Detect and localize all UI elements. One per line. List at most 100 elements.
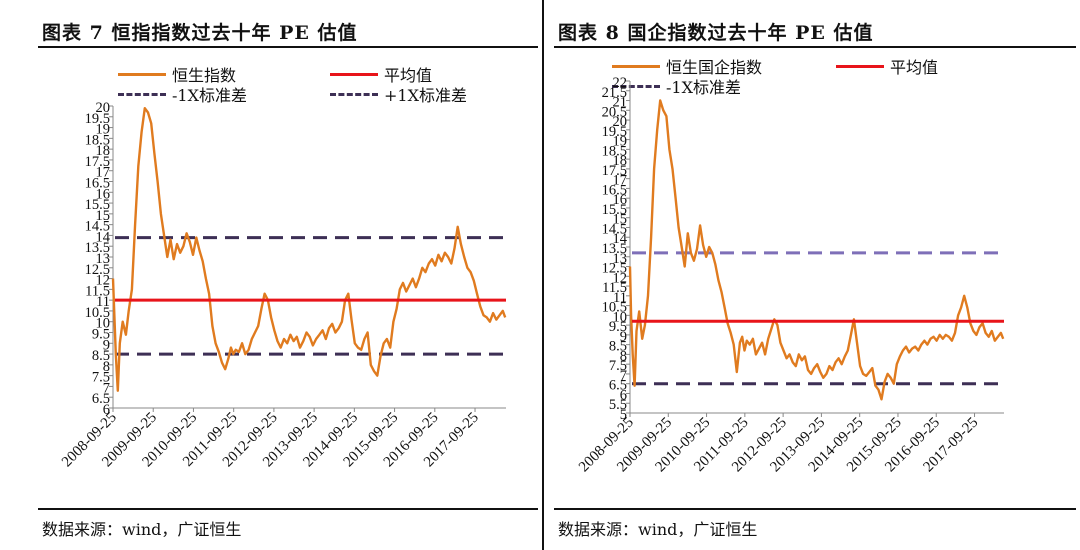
legend-label: +1X标准差: [384, 86, 467, 105]
y-tick-label: 8.5: [609, 339, 627, 355]
legend-label: -1X标准差: [172, 86, 247, 105]
pe-chart-hscei: 55.566.577.588.599.51010.51111.51212.513…: [576, 75, 1005, 475]
y-tick-label: 13.5: [85, 240, 110, 256]
y-tick-label: 6.5: [609, 378, 627, 394]
y-tick-label: 14: [613, 231, 628, 247]
legend-item-series: 恒生指数: [118, 62, 236, 86]
y-tick-label: 18.5: [602, 143, 627, 159]
y-tick-label: 12: [613, 270, 628, 286]
y-tick-label: 10: [613, 309, 628, 325]
y-tick-label: 17.5: [85, 154, 110, 170]
legend-swatch-dashed: [330, 92, 378, 96]
y-tick-label: 13: [96, 251, 111, 267]
legend-label: 恒生指数: [172, 66, 237, 85]
y-tick-label: 17: [96, 165, 111, 181]
pe-chart-hsi: 66.577.588.599.51010.51111.51212.51313.5…: [59, 100, 507, 470]
legend-item-series: 恒生国企指数: [612, 54, 762, 78]
legend-item-plus-sd: +1X标准差: [330, 82, 467, 106]
y-tick-label: 15: [613, 212, 628, 228]
y-tick-label: 18: [613, 153, 628, 169]
y-tick-label: 9: [620, 329, 627, 345]
y-tick-label: 18: [96, 143, 111, 159]
y-tick-label: 16.5: [602, 182, 627, 198]
title-rule: [554, 46, 1076, 48]
y-tick-label: 13: [613, 251, 628, 267]
y-tick-label: 14: [96, 229, 111, 245]
y-tick-label: 8: [620, 348, 627, 364]
chart-panel-left: 图表 7 恒指指数过去十年 PE 估值 恒生指数 平均值 -1X标准差 +1X标…: [38, 22, 538, 539]
y-tick-label: 6: [620, 387, 627, 403]
y-tick-label: 11.5: [602, 280, 627, 296]
y-tick-label: 12: [96, 273, 111, 289]
y-tick-label: 16: [96, 186, 111, 202]
source-note: 数据来源：wind，广证恒生: [558, 520, 758, 539]
pe-series-line: [111, 106, 507, 392]
title-rule: [38, 46, 538, 48]
y-tick-label: 10.5: [602, 300, 627, 316]
legend-swatch-orange: [612, 64, 660, 68]
y-tick-label: 15.5: [85, 197, 110, 213]
legend-swatch-orange: [118, 72, 166, 76]
y-tick-label: 9.5: [609, 319, 627, 335]
y-tick-label: 9: [103, 337, 110, 353]
source-rule: [554, 508, 1076, 510]
y-tick-label: 8.5: [92, 348, 110, 364]
y-tick-label: 12.5: [602, 261, 627, 277]
y-tick-label: 7: [103, 380, 110, 396]
y-tick-label: 5.5: [609, 397, 627, 413]
y-tick-label: 8: [103, 359, 110, 375]
y-tick-label: 11: [96, 294, 110, 310]
y-tick-label: 20: [613, 114, 628, 130]
y-tick-label: 7.5: [92, 370, 110, 386]
legend-item-mean: 平均值: [836, 54, 938, 78]
y-tick-label: 19: [613, 134, 628, 150]
legend-swatch-red: [836, 64, 884, 68]
legend-label: -1X标准差: [666, 78, 741, 97]
pe-series-line: [628, 99, 1005, 401]
legend-label: 恒生国企指数: [666, 58, 763, 77]
y-tick-label: 15.5: [602, 202, 627, 218]
y-tick-label: 15: [96, 208, 111, 224]
y-tick-label: 7.5: [609, 358, 627, 374]
y-tick-label: 5: [620, 407, 627, 423]
panel-divider: [542, 0, 544, 550]
legend-item-minus-sd: -1X标准差: [118, 82, 247, 106]
y-tick-label: 17: [613, 173, 628, 189]
y-tick-label: 9.5: [92, 327, 110, 343]
y-tick-label: 11: [613, 290, 627, 306]
y-tick-label: 13.5: [602, 241, 627, 257]
y-tick-label: 19.5: [602, 124, 627, 140]
y-tick-label: 21.5: [602, 85, 627, 101]
legend-swatch-red: [330, 72, 378, 76]
y-tick-label: 10: [96, 316, 111, 332]
y-tick-label: 6: [103, 402, 110, 418]
y-tick-label: 7: [620, 368, 627, 384]
chart-title: 图表 8 国企指数过去十年 PE 估值: [558, 22, 874, 44]
y-tick-label: 22: [613, 75, 628, 91]
source-rule: [38, 508, 538, 510]
y-tick-label: 11.5: [85, 283, 110, 299]
legend-swatch-dashed: [118, 92, 166, 96]
y-tick-label: 16: [613, 192, 628, 208]
legend-label: 平均值: [384, 66, 433, 85]
y-tick-label: 16.5: [85, 176, 110, 192]
y-tick-label: 20: [96, 100, 111, 116]
y-tick-label: 14.5: [85, 219, 110, 235]
y-tick-label: 18.5: [85, 132, 110, 148]
y-tick-label: 17.5: [602, 163, 627, 179]
legend-item-minus-sd: -1X标准差: [612, 74, 741, 98]
y-tick-label: 6.5: [92, 391, 110, 407]
chart-title: 图表 7 恒指指数过去十年 PE 估值: [42, 22, 358, 44]
y-tick-label: 10.5: [85, 305, 110, 321]
legend-swatch-dashed: [612, 84, 660, 88]
source-note: 数据来源：wind，广证恒生: [42, 520, 242, 539]
y-tick-label: 21: [613, 95, 628, 111]
y-tick-label: 12.5: [85, 262, 110, 278]
y-tick-label: 20.5: [602, 104, 627, 120]
legend-item-mean: 平均值: [330, 62, 432, 86]
y-tick-label: 19.5: [85, 111, 110, 127]
y-tick-label: 19: [96, 122, 111, 138]
legend-label: 平均值: [890, 58, 939, 77]
y-tick-label: 14.5: [602, 221, 627, 237]
